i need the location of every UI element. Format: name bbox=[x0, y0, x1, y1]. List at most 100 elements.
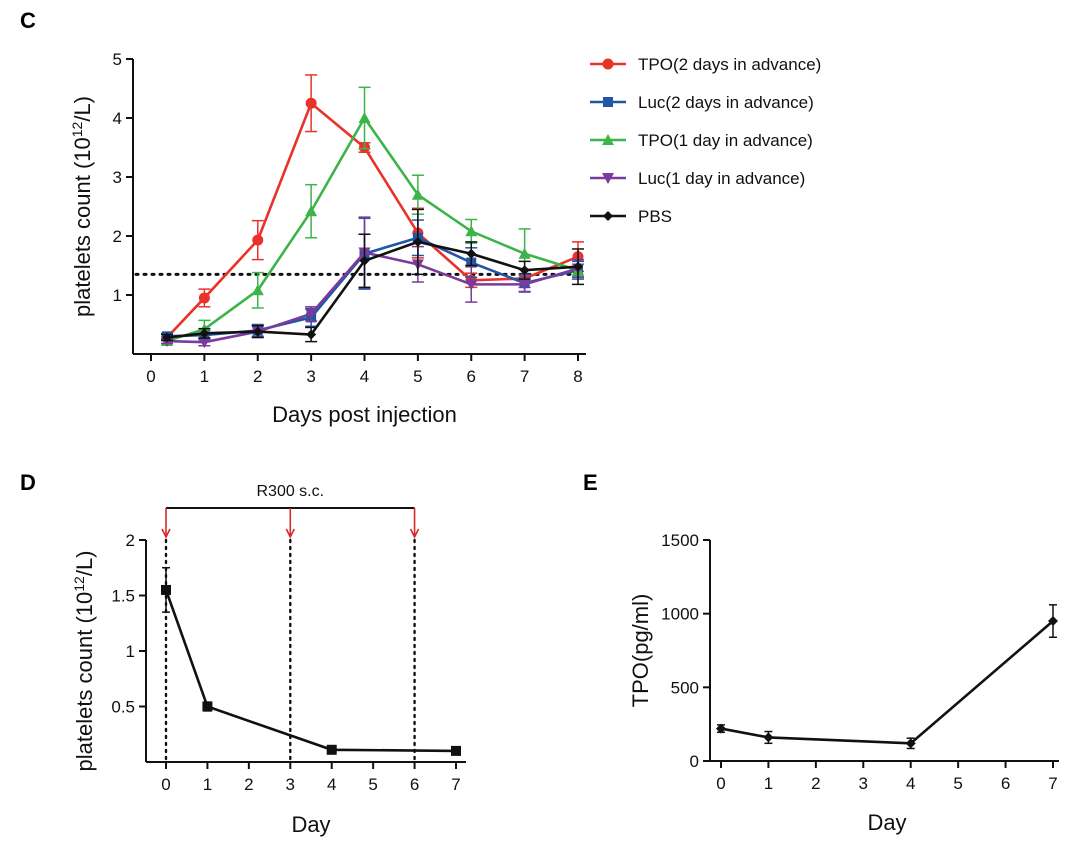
c-series-3-point bbox=[465, 279, 478, 291]
c-legend-swatch-marker bbox=[603, 211, 613, 221]
d-x-tick-label: 1 bbox=[203, 775, 212, 794]
d-x-tick-label: 5 bbox=[368, 775, 377, 794]
panel-letter-d: D bbox=[20, 470, 36, 495]
e-data-point bbox=[716, 723, 726, 734]
e-x-axis-label: Day bbox=[867, 810, 906, 835]
d-x-tick-label: 7 bbox=[451, 775, 460, 794]
d-x-tick-label: 3 bbox=[286, 775, 295, 794]
e-x-tick-label: 0 bbox=[716, 774, 725, 793]
d-y-axis-label: platelets count (1012/L) bbox=[71, 550, 97, 771]
c-series-4 bbox=[161, 208, 584, 343]
e-x-tick-label: 7 bbox=[1048, 774, 1057, 793]
d-injection-arrow-head bbox=[285, 528, 296, 539]
c-x-tick-label: 2 bbox=[253, 367, 262, 386]
c-x-axis-label: Days post injection bbox=[272, 402, 457, 427]
c-legend-item-3: Luc(1 day in advance) bbox=[590, 169, 805, 188]
c-series-4-point bbox=[359, 255, 370, 266]
c-series-2-point bbox=[251, 284, 264, 296]
e-x-tick-label: 4 bbox=[906, 774, 915, 793]
c-legend-label: Luc(2 days in advance) bbox=[638, 93, 814, 112]
d-y-label-end: /L) bbox=[72, 550, 97, 576]
e-data-point bbox=[905, 738, 916, 749]
c-series-0-point bbox=[198, 292, 210, 304]
c-series-4-point bbox=[162, 332, 173, 343]
c-series-2-point bbox=[358, 112, 371, 123]
d-injection-arrow-head bbox=[161, 528, 171, 539]
c-x-tick-label: 5 bbox=[413, 367, 422, 386]
c-series-4-point bbox=[412, 236, 423, 247]
c-y-label-end: /L) bbox=[70, 96, 95, 122]
c-legend-swatch-marker bbox=[603, 97, 613, 107]
c-series-4-point bbox=[252, 326, 263, 337]
c-legend-item-4: PBS bbox=[590, 207, 672, 226]
c-series-2-point bbox=[305, 205, 318, 217]
c-series-3-line bbox=[166, 251, 579, 344]
e-data-point bbox=[1048, 616, 1058, 627]
e-x-tick-label: 5 bbox=[953, 774, 962, 793]
c-y-tick-label: 5 bbox=[113, 50, 122, 69]
c-legend-item-0: TPO(2 days in advance) bbox=[590, 55, 821, 74]
c-x-tick-label: 4 bbox=[360, 367, 369, 386]
e-x-tick-label: 6 bbox=[1001, 774, 1010, 793]
e-y-axis-label: TPO(pg/ml) bbox=[628, 594, 653, 708]
c-legend-label: Luc(1 day in advance) bbox=[638, 169, 805, 188]
d-y-label-main: platelets count (10 bbox=[72, 592, 97, 772]
c-series-2-line bbox=[166, 115, 579, 343]
e-y-tick-label: 1500 bbox=[661, 531, 699, 550]
c-y-tick-label: 2 bbox=[113, 227, 122, 246]
c-y-label-sup: 12 bbox=[69, 121, 85, 137]
c-series-1-line bbox=[166, 236, 579, 338]
c-y-tick-label: 3 bbox=[113, 168, 122, 187]
c-series-2-point bbox=[411, 188, 424, 200]
d-y-tick-label: 1 bbox=[126, 642, 135, 661]
c-y-label-main: platelets count (10 bbox=[70, 137, 95, 317]
c-series-2-point bbox=[518, 247, 531, 259]
c-series-4-line bbox=[166, 240, 579, 339]
d-y-tick-label: 0.5 bbox=[111, 698, 135, 717]
d-injection-annotation: R300 s.c. bbox=[256, 483, 324, 500]
d-data-point bbox=[326, 744, 337, 755]
c-series-2-point bbox=[465, 225, 478, 237]
c-series-3-point bbox=[305, 308, 318, 320]
c-series-3-point bbox=[518, 279, 531, 291]
d-series-0 bbox=[161, 567, 461, 756]
c-legend-label: PBS bbox=[638, 207, 672, 226]
c-legend-swatch-marker bbox=[602, 58, 614, 70]
c-series-4-point bbox=[573, 261, 583, 272]
c-y-tick-label: 1 bbox=[113, 286, 122, 305]
d-y-tick-label: 2 bbox=[126, 531, 135, 550]
c-legend-label: TPO(1 day in advance) bbox=[638, 131, 813, 150]
c-x-tick-label: 7 bbox=[520, 367, 529, 386]
c-legend-item-1: Luc(2 days in advance) bbox=[590, 93, 814, 112]
panel-letter-e: E bbox=[583, 470, 598, 495]
e-x-tick-label: 1 bbox=[764, 774, 773, 793]
c-y-tick-label: 4 bbox=[113, 109, 122, 128]
e-series-0 bbox=[716, 604, 1058, 750]
c-legend-swatch-marker bbox=[602, 173, 614, 184]
c-legend-label: TPO(2 days in advance) bbox=[638, 55, 821, 74]
d-x-tick-label: 0 bbox=[161, 775, 170, 794]
c-x-tick-label: 0 bbox=[146, 367, 155, 386]
e-x-tick-label: 2 bbox=[811, 774, 820, 793]
d-data-point bbox=[202, 701, 213, 712]
d-data-point bbox=[161, 584, 171, 595]
d-y-tick-label: 1.5 bbox=[111, 587, 135, 606]
c-series-0-point bbox=[305, 97, 317, 109]
c-legend-swatch-marker bbox=[602, 134, 614, 145]
c-x-tick-label: 1 bbox=[200, 367, 209, 386]
c-series-4-point bbox=[199, 328, 210, 339]
c-series-0-line bbox=[166, 101, 579, 339]
c-x-tick-label: 6 bbox=[467, 367, 476, 386]
d-x-axis-label: Day bbox=[291, 812, 330, 837]
c-series-4-point bbox=[519, 265, 530, 276]
e-data-point bbox=[763, 732, 774, 743]
d-series-line bbox=[164, 589, 457, 753]
c-y-axis-label: platelets count (1012/L) bbox=[69, 96, 95, 317]
d-y-label-sup: 12 bbox=[71, 576, 87, 592]
d-x-tick-label: 2 bbox=[244, 775, 253, 794]
d-data-point bbox=[451, 745, 461, 756]
e-y-tick-label: 0 bbox=[690, 752, 699, 771]
c-x-tick-label: 8 bbox=[573, 367, 582, 386]
